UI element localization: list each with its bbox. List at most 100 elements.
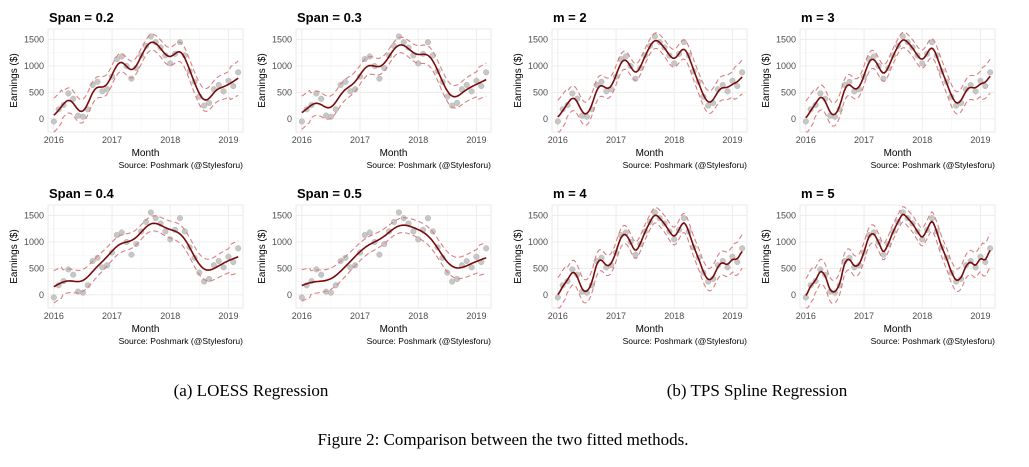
x-tick-label: 2016	[796, 311, 816, 321]
y-tick-label: 1000	[528, 61, 548, 71]
data-point	[424, 39, 431, 46]
x-tick-label: 2019	[722, 135, 742, 145]
lower-band-line	[805, 47, 991, 133]
y-tick-label: 500	[277, 263, 292, 273]
x-tick-label: 2019	[218, 311, 238, 321]
chart-panel-8: m = 5 0 500 1000 1500 2016 2017 2018 2019 Month Ea…	[761, 186, 996, 346]
x-tick-label: 2017	[350, 311, 370, 321]
data-point	[162, 228, 169, 235]
upper-band-line	[53, 215, 239, 272]
x-tick-label: 2018	[664, 311, 684, 321]
y-axis-label: Earnings ($)	[257, 229, 268, 283]
y-tick-label: 0	[543, 114, 548, 124]
upper-band-line	[301, 217, 487, 272]
x-tick-label: 2016	[292, 311, 312, 321]
x-axis-label: Month	[884, 324, 912, 335]
data-point	[323, 112, 330, 119]
data-point	[680, 215, 687, 222]
x-tick-label: 2016	[292, 135, 312, 145]
data-point	[366, 229, 373, 236]
y-tick-label: 1000	[24, 237, 44, 247]
data-point	[724, 264, 731, 271]
data-point	[483, 69, 490, 76]
data-point	[982, 83, 989, 90]
fitted-line	[53, 222, 239, 288]
data-point	[483, 245, 490, 252]
chart-panel-4: m = 3 0 500 1000 1500 2016 2017 2018 2019 Month Ea…	[761, 10, 996, 170]
data-point	[327, 113, 334, 120]
y-axis-label: Earnings ($)	[257, 53, 268, 107]
y-tick-label: 1500	[528, 211, 548, 221]
y-tick-label: 500	[277, 87, 292, 97]
data-point	[104, 262, 111, 269]
y-tick-label: 1500	[272, 35, 292, 45]
data-point	[201, 102, 208, 109]
data-point	[724, 88, 731, 95]
y-axis-label: Earnings ($)	[761, 53, 772, 107]
data-point	[215, 257, 222, 264]
data-point	[342, 254, 349, 261]
data-point	[142, 218, 149, 225]
data-point	[598, 78, 605, 85]
y-tick-label: 0	[287, 290, 292, 300]
x-tick-label: 2019	[466, 311, 486, 321]
data-point	[395, 33, 402, 40]
data-point	[734, 259, 741, 266]
grid-lines	[800, 205, 995, 308]
data-point	[376, 75, 383, 82]
x-tick-label: 2018	[160, 311, 180, 321]
grid-lines	[48, 29, 243, 132]
y-tick-label: 1500	[776, 211, 796, 221]
source-note: Source: Poshmark (@Stylesforu)	[119, 160, 244, 170]
fitted-line	[53, 41, 239, 116]
x-axis-label: Month	[884, 148, 912, 159]
x-tick-label: 2018	[912, 311, 932, 321]
data-point	[987, 245, 994, 252]
y-tick-label: 500	[781, 263, 796, 273]
x-tick-label: 2019	[218, 135, 238, 145]
x-tick-label: 2019	[970, 135, 990, 145]
lower-band-line	[53, 49, 239, 133]
data-point	[361, 232, 368, 239]
data-points	[298, 33, 490, 125]
y-axis-label: Earnings ($)	[513, 229, 524, 283]
data-point	[899, 33, 906, 40]
data-point	[220, 88, 227, 95]
y-tick-label: 0	[791, 290, 796, 300]
x-axis-label: Month	[636, 148, 664, 159]
y-axis-label: Earnings ($)	[761, 229, 772, 283]
y-tick-label: 500	[533, 87, 548, 97]
x-axis-label: Month	[132, 324, 160, 335]
upper-band-line	[805, 31, 991, 104]
fitted-line	[557, 214, 743, 296]
x-tick-label: 2019	[722, 311, 742, 321]
chart-panel-2: Span = 0.3 0 500 1000 1500 2016 2017 2018 2019 Mo…	[257, 10, 492, 170]
data-point	[705, 102, 712, 109]
x-tick-label: 2018	[912, 135, 932, 145]
data-point	[327, 289, 334, 296]
data-point	[463, 257, 470, 264]
subcaption-a: (a) LOESS Regression	[174, 381, 329, 400]
data-point	[118, 53, 125, 60]
data-point	[478, 83, 485, 90]
data-point	[332, 282, 339, 289]
chart-panel-3: m = 2 0 500 1000 1500 2016 2017 2018 2019 Month Ea…	[513, 10, 748, 170]
fitted-line	[557, 39, 743, 118]
data-point	[298, 118, 305, 125]
x-tick-label: 2017	[102, 135, 122, 145]
chart-panel-7: m = 4 0 500 1000 1500 2016 2017 2018 2019 Month Ea…	[513, 186, 748, 346]
fitted-line	[805, 213, 991, 296]
y-tick-label: 0	[39, 114, 44, 124]
y-tick-label: 1500	[24, 211, 44, 221]
x-tick-label: 2016	[548, 311, 568, 321]
data-point	[463, 81, 470, 88]
source-note: Source: Poshmark (@Stylesforu)	[119, 336, 244, 346]
y-tick-label: 1000	[272, 61, 292, 71]
data-point	[79, 113, 86, 120]
lower-band-line	[557, 47, 743, 133]
data-point	[846, 78, 853, 85]
chart-panel-1: Span = 0.2 0 500 1000 1500 2016 2017 2018 2019 Mo…	[9, 10, 244, 170]
data-point	[235, 245, 242, 252]
data-point	[449, 102, 456, 109]
x-axis-label: Month	[380, 148, 408, 159]
